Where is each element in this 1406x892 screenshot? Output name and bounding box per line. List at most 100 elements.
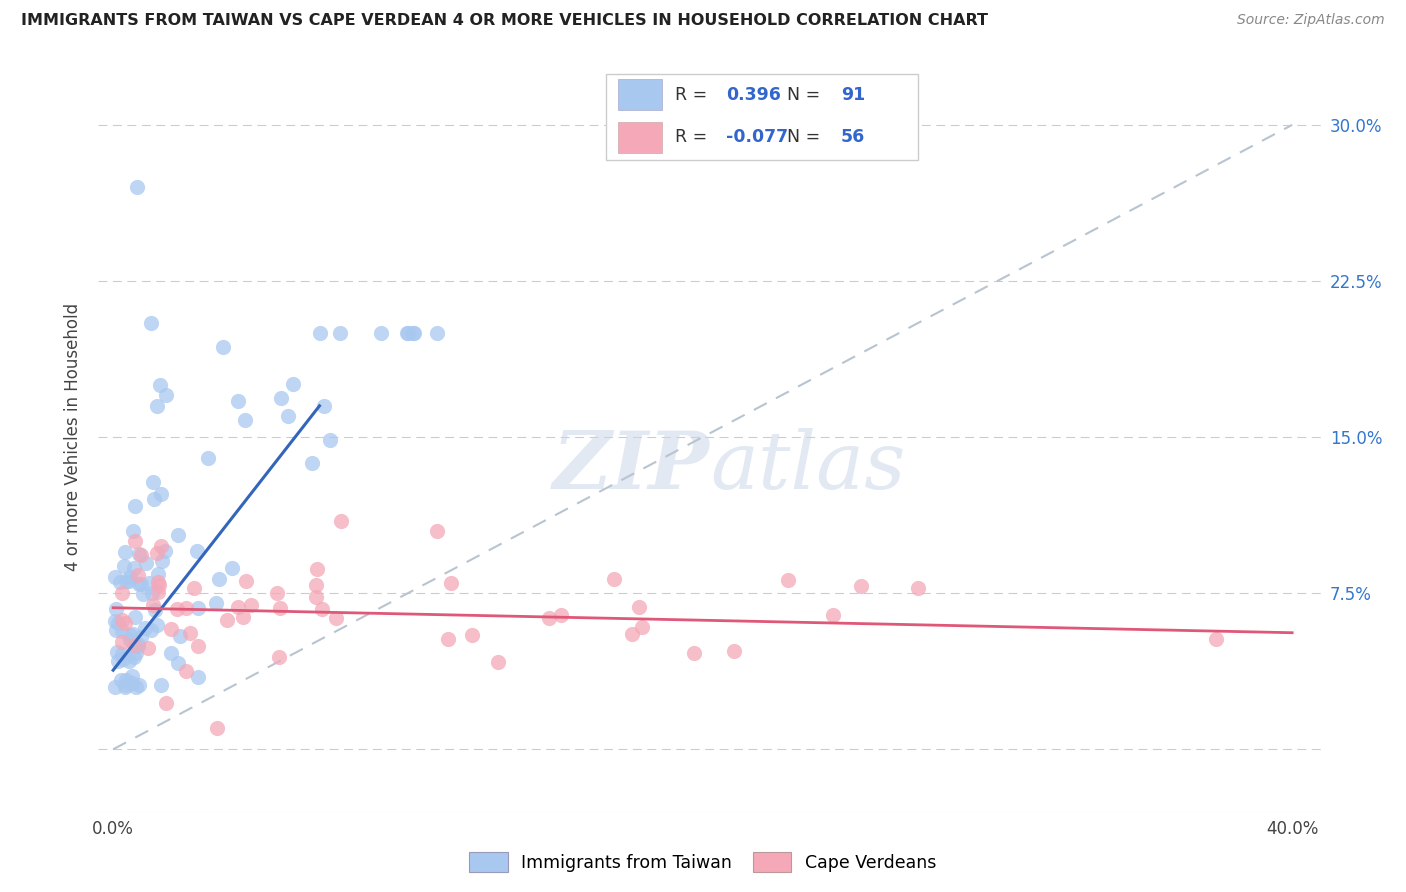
Point	[115, 574, 138, 588]
Text: N =: N =	[787, 86, 825, 103]
Point	[437, 632, 460, 646]
Text: ZIP: ZIP	[553, 428, 710, 506]
Point	[277, 409, 299, 423]
Point	[110, 673, 132, 688]
Point	[325, 611, 347, 625]
Point	[269, 650, 291, 665]
Point	[121, 524, 143, 539]
Point	[111, 647, 134, 661]
Point	[305, 578, 328, 592]
Point	[461, 628, 484, 642]
Point	[104, 614, 127, 628]
Point	[440, 576, 463, 591]
Point	[187, 670, 209, 684]
Text: R =: R =	[675, 128, 713, 146]
Point	[115, 673, 138, 687]
Point	[159, 623, 181, 637]
Point	[104, 623, 127, 637]
Point	[270, 391, 292, 405]
Point	[146, 399, 169, 413]
Point	[281, 377, 304, 392]
Point	[849, 579, 872, 593]
Point	[143, 603, 166, 617]
Point	[402, 326, 425, 340]
Point	[159, 646, 181, 660]
Point	[169, 629, 191, 643]
Point	[125, 639, 148, 653]
Point	[149, 539, 172, 553]
Point	[141, 316, 163, 330]
Text: IMMIGRANTS FROM TAIWAN VS CAPE VERDEAN 4 OR MORE VEHICLES IN HOUSEHOLD CORRELATI: IMMIGRANTS FROM TAIWAN VS CAPE VERDEAN 4…	[21, 13, 988, 29]
Point	[121, 676, 143, 690]
Point	[305, 562, 328, 576]
Point	[174, 664, 197, 678]
Point	[396, 326, 419, 340]
Point	[132, 587, 155, 601]
Point	[124, 640, 146, 654]
Point	[111, 624, 134, 638]
Point	[312, 399, 335, 413]
Point	[148, 574, 170, 589]
Point	[128, 577, 150, 591]
Point	[187, 639, 209, 653]
Point	[150, 554, 173, 568]
Point	[107, 654, 129, 668]
Point	[141, 586, 163, 600]
Point	[205, 722, 228, 736]
Point	[176, 600, 198, 615]
Point	[104, 570, 127, 584]
Point	[129, 630, 152, 644]
Point	[305, 590, 328, 604]
Point	[142, 491, 165, 506]
Point	[197, 450, 219, 465]
Point	[128, 678, 150, 692]
Point	[115, 678, 138, 692]
Point	[124, 610, 146, 624]
Text: 91: 91	[841, 86, 865, 103]
Point	[121, 668, 143, 682]
Point	[148, 578, 170, 592]
Point	[142, 475, 165, 490]
FancyBboxPatch shape	[606, 74, 918, 160]
Point	[127, 637, 149, 651]
Point	[215, 613, 238, 627]
Point	[111, 613, 134, 627]
Point	[149, 678, 172, 692]
Point	[146, 585, 169, 599]
Point	[134, 621, 156, 635]
Point	[128, 547, 150, 561]
Point	[153, 544, 176, 558]
Point	[269, 601, 291, 615]
Point	[136, 640, 159, 655]
Point	[537, 611, 560, 625]
Point	[114, 615, 136, 630]
Point	[118, 632, 141, 647]
Y-axis label: 4 or more Vehicles in Household: 4 or more Vehicles in Household	[65, 303, 83, 571]
Point	[402, 326, 425, 340]
Text: R =: R =	[675, 86, 713, 103]
Point	[235, 413, 257, 427]
Point	[627, 599, 650, 614]
Point	[108, 575, 131, 590]
Point	[603, 572, 626, 586]
Point	[124, 560, 146, 574]
Point	[111, 635, 134, 649]
Point	[240, 599, 263, 613]
Point	[396, 326, 419, 340]
Point	[187, 601, 209, 615]
Point	[266, 586, 288, 600]
Point	[550, 607, 572, 622]
Point	[112, 559, 135, 574]
Point	[105, 645, 128, 659]
Point	[776, 573, 799, 587]
Point	[129, 549, 152, 563]
FancyBboxPatch shape	[619, 121, 662, 153]
Point	[111, 586, 134, 600]
Point	[155, 696, 177, 710]
Point	[167, 656, 190, 670]
Point	[186, 544, 208, 558]
Point	[129, 577, 152, 591]
Text: N =: N =	[787, 128, 825, 146]
Point	[1205, 632, 1227, 647]
Point	[319, 433, 342, 447]
